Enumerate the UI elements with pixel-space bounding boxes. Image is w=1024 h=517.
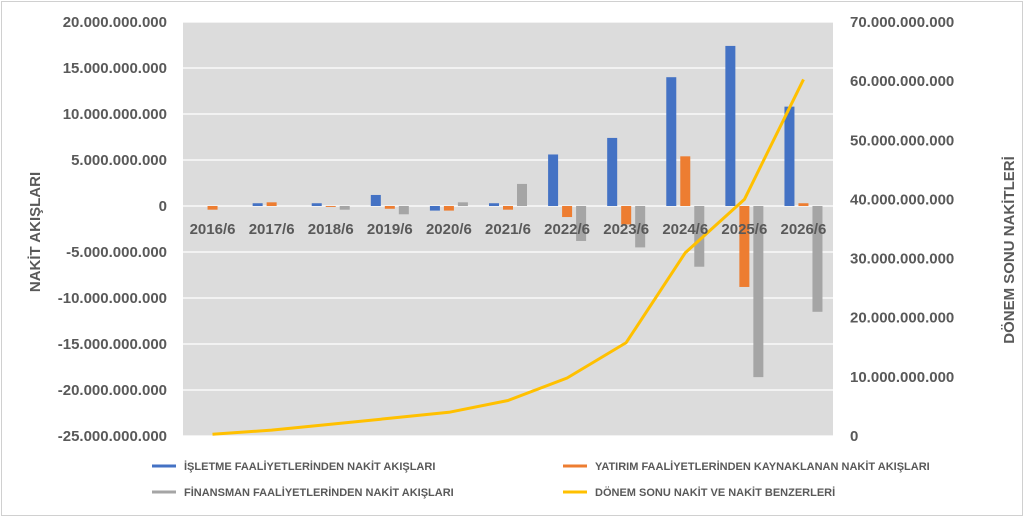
- category-label: 2016/6: [190, 221, 236, 238]
- bar: [562, 206, 573, 218]
- bar-marks: [207, 45, 823, 378]
- left-tick-label: 0: [159, 198, 167, 215]
- bar: [429, 206, 440, 211]
- plot-area: [183, 22, 833, 436]
- category-label: 2017/6: [249, 221, 295, 238]
- bar: [207, 206, 218, 210]
- left-tick-label: -5.000.000.000: [66, 244, 167, 261]
- left-tick-label: -10.000.000.000: [58, 290, 167, 307]
- bar: [384, 206, 395, 209]
- bar: [753, 206, 764, 378]
- left-tick-label: 20.000.000.000: [63, 14, 167, 31]
- category-label: 2019/6: [367, 221, 413, 238]
- line-series: [212, 78, 805, 436]
- right-tick-label: 60.000.000.000: [850, 73, 954, 90]
- gridlines: [183, 21, 833, 437]
- category-labels: 2016/6 2017/6 2018/6 2019/6 2020/6 2021/6 2022…: [190, 221, 827, 238]
- category-label: 2025/6: [721, 221, 767, 238]
- category-label: 2022/6: [544, 221, 590, 238]
- left-axis-ticks: 20.000.000.000 15.000.000.000 10.000.000.0…: [58, 14, 167, 445]
- bar: [252, 203, 263, 206]
- bar: [739, 206, 750, 287]
- legend-entry: DÖNEM SONU NAKİT VE NAKİT BENZERLERİ: [595, 486, 835, 499]
- bar: [370, 194, 381, 206]
- legend-entry: YATIRIM FAALİYETLERİNDEN KAYNAKLANAN NAK…: [595, 460, 930, 473]
- line-series-path: [212, 78, 805, 436]
- bar: [489, 203, 499, 206]
- right-tick-label: 20.000.000.000: [850, 310, 954, 327]
- bar: [784, 106, 795, 206]
- bar: [635, 206, 646, 248]
- bar: [548, 154, 559, 206]
- category-label: 2026/6: [781, 221, 827, 238]
- category-label: 2021/6: [485, 221, 531, 238]
- right-tick-label: 30.000.000.000: [850, 251, 954, 268]
- bar: [517, 183, 527, 206]
- category-label: 2018/6: [308, 221, 354, 238]
- right-tick-label: 40.000.000.000: [850, 191, 954, 208]
- bar: [812, 206, 823, 312]
- bar: [621, 206, 632, 225]
- legend-entry: FİNANSMAN FAALİYETLERİNDEN NAKİT AKIŞLAR…: [184, 486, 454, 499]
- left-tick-label: 5.000.000.000: [71, 152, 167, 169]
- left-tick-label: 10.000.000.000: [63, 106, 167, 123]
- bar: [576, 206, 587, 241]
- bar: [339, 206, 350, 210]
- bar: [798, 203, 809, 206]
- bar: [725, 45, 736, 206]
- bar: [311, 203, 322, 206]
- category-label: 2023/6: [603, 221, 649, 238]
- bar: [325, 206, 336, 207]
- legend-entry: İŞLETME FAALİYETLERİNDEN NAKİT AKIŞLARI: [184, 460, 435, 473]
- left-tick-label: 15.000.000.000: [63, 60, 167, 77]
- bar: [503, 206, 513, 210]
- right-axis-ticks: 70.000.000.000 60.000.000.000 50.000.000.0…: [850, 14, 954, 445]
- left-axis-title: NAKİT AKIŞLARI: [27, 172, 44, 292]
- bar: [443, 206, 454, 211]
- right-tick-label: 50.000.000.000: [850, 132, 954, 149]
- left-tick-label: -15.000.000.000: [58, 336, 167, 353]
- bar: [680, 156, 691, 206]
- bar: [666, 77, 677, 206]
- category-label: 2024/6: [662, 221, 708, 238]
- bar: [266, 202, 277, 206]
- left-tick-label: -25.000.000.000: [58, 428, 167, 445]
- bar: [398, 206, 409, 215]
- category-label: 2020/6: [426, 221, 472, 238]
- left-tick-label: -20.000.000.000: [58, 382, 167, 399]
- bar: [694, 206, 705, 267]
- right-tick-label: 0: [850, 428, 858, 445]
- right-tick-label: 70.000.000.000: [850, 14, 954, 31]
- legend: İŞLETME FAALİYETLERİNDEN NAKİT AKIŞLARI Y…: [152, 460, 930, 499]
- right-axis-title: DÖNEM SONU NAKİTLERİ: [1001, 156, 1018, 344]
- right-tick-label: 10.000.000.000: [850, 369, 954, 386]
- bar: [457, 202, 468, 206]
- bar: [607, 137, 618, 206]
